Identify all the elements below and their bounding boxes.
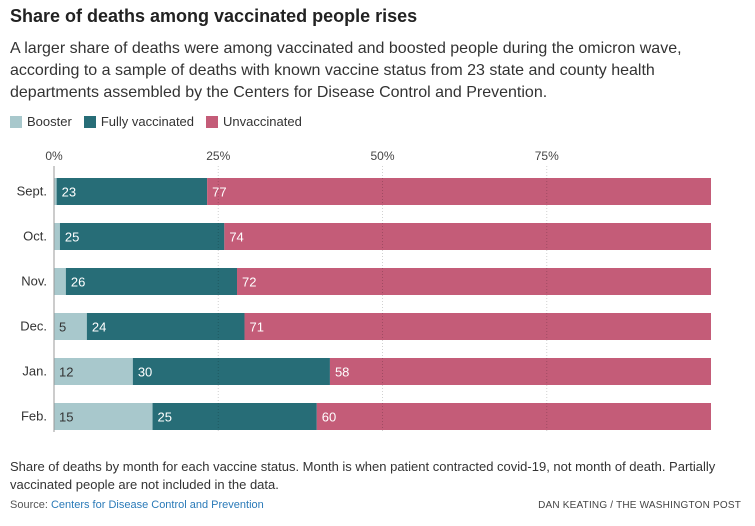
category-label: Jan. [22, 364, 47, 379]
data-label: 25 [65, 230, 79, 245]
bar-segment [132, 358, 330, 385]
bar-segment [152, 403, 317, 430]
bar-segment [54, 358, 133, 385]
x-tick-label: 75% [535, 149, 559, 163]
bar-segment [56, 178, 208, 205]
legend-label-booster: Booster [27, 114, 72, 129]
x-tick-label: 50% [370, 149, 394, 163]
legend-item-booster: Booster [10, 114, 72, 129]
bar-segment [54, 403, 153, 430]
bar-segment [59, 223, 225, 250]
legend-item-fully-vaccinated: Fully vaccinated [83, 114, 195, 129]
data-label: 12 [59, 365, 73, 380]
legend-swatch-booster [10, 115, 22, 128]
chart-subtitle: A larger share of deaths were among vacc… [10, 40, 682, 101]
data-label: 26 [71, 275, 85, 290]
legend-swatch-unvaccinated [206, 115, 219, 128]
x-tick-label: 0% [45, 149, 63, 163]
bar-segment [237, 268, 711, 295]
data-label: 24 [92, 320, 106, 335]
data-label: 30 [138, 365, 152, 380]
chart-title: Share of deaths among vaccinated people … [10, 6, 418, 26]
bar-segment [329, 358, 711, 385]
bar-segment [54, 313, 87, 340]
data-label: 5 [59, 320, 66, 335]
legend: Booster Fully vaccinated Unvaccinated [10, 114, 302, 129]
bar-segment [207, 178, 712, 205]
data-label: 77 [212, 185, 226, 200]
category-label: Nov. [21, 274, 47, 289]
category-label: Feb. [21, 409, 47, 424]
source-line: Source: Centers for Disease Control and … [10, 499, 264, 511]
legend-swatch-fully-vaccinated [83, 115, 96, 128]
data-label: 71 [250, 320, 264, 335]
stacked-bar-chart: 0% 25% 50% 75% Sept. 23 77 Oct. 25 74 Nov. 26 72 Dec.… [17, 149, 712, 432]
credit-line: DAN KEATING / THE WASHINGTON POST [538, 500, 741, 511]
bar-segment [224, 223, 712, 250]
legend-item-unvaccinated: Unvaccinated [206, 114, 302, 129]
category-label: Sept. [17, 184, 47, 199]
bar-segment [54, 223, 60, 250]
bar-segment [244, 313, 711, 340]
data-label: 74 [229, 230, 243, 245]
bar-segment [86, 313, 245, 340]
data-label: 23 [62, 185, 76, 200]
legend-label-fully-vaccinated: Fully vaccinated [100, 114, 195, 129]
data-label: 58 [335, 365, 349, 380]
data-label: 60 [322, 410, 336, 425]
category-label: Dec. [20, 319, 47, 334]
source-label: Source: [10, 499, 48, 511]
bar-segment [65, 268, 238, 295]
data-label: 15 [59, 410, 73, 425]
legend-label-unvaccinated: Unvaccinated [223, 114, 302, 129]
bar-segment [54, 178, 57, 205]
data-label: 25 [158, 410, 172, 425]
x-tick-label: 25% [206, 149, 230, 163]
bar-segment [54, 268, 66, 295]
chart-note: Share of deaths by month for each vaccin… [10, 459, 716, 492]
category-label: Oct. [23, 229, 47, 244]
source-link[interactable]: Centers for Disease Control and Preventi… [50, 499, 264, 511]
bar-segment [316, 403, 711, 430]
data-label: 72 [242, 275, 256, 290]
